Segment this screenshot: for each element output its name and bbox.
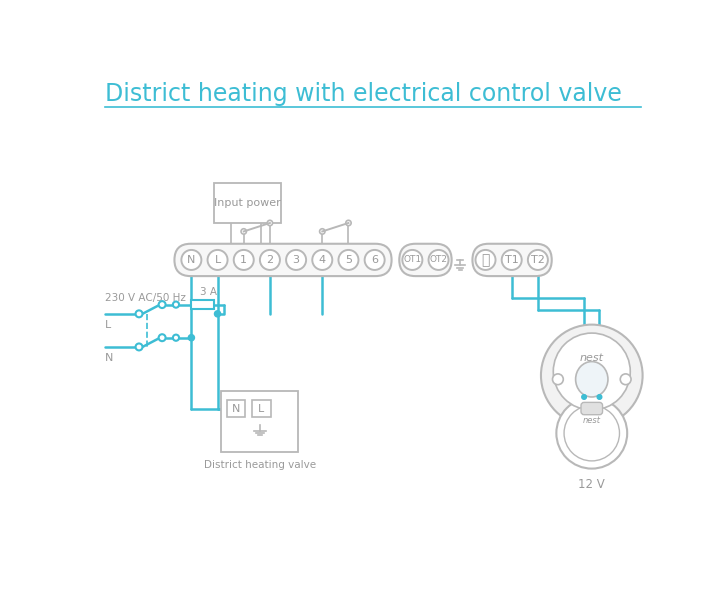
Text: 3 A: 3 A	[199, 287, 217, 298]
Circle shape	[597, 394, 602, 399]
Ellipse shape	[576, 362, 608, 397]
Text: nest: nest	[579, 353, 604, 363]
Circle shape	[189, 334, 194, 341]
Circle shape	[502, 250, 522, 270]
FancyBboxPatch shape	[221, 391, 298, 453]
Circle shape	[541, 324, 643, 426]
Text: N: N	[105, 353, 114, 363]
Circle shape	[553, 333, 630, 410]
Circle shape	[234, 250, 254, 270]
Circle shape	[159, 301, 165, 308]
Text: 1: 1	[240, 255, 248, 265]
Text: N: N	[187, 255, 196, 265]
Circle shape	[312, 250, 332, 270]
Circle shape	[339, 250, 358, 270]
Circle shape	[215, 311, 221, 317]
Text: 6: 6	[371, 255, 378, 265]
Text: 2: 2	[266, 255, 274, 265]
Text: Input power: Input power	[214, 198, 281, 208]
Circle shape	[620, 374, 631, 385]
Text: nest: nest	[583, 416, 601, 425]
Circle shape	[159, 334, 165, 341]
FancyBboxPatch shape	[399, 244, 451, 276]
Text: L: L	[105, 320, 111, 330]
Circle shape	[135, 343, 143, 350]
Text: OT1: OT1	[403, 255, 422, 264]
Text: T2: T2	[531, 255, 545, 265]
Circle shape	[320, 229, 325, 234]
Text: 3: 3	[293, 255, 300, 265]
FancyBboxPatch shape	[227, 400, 245, 417]
Text: T1: T1	[505, 255, 518, 265]
Text: District heating valve: District heating valve	[204, 460, 316, 470]
Text: 5: 5	[345, 255, 352, 265]
FancyBboxPatch shape	[214, 183, 282, 223]
Circle shape	[553, 374, 563, 385]
Circle shape	[365, 250, 384, 270]
Circle shape	[429, 250, 448, 270]
FancyBboxPatch shape	[175, 244, 392, 276]
Text: L: L	[258, 403, 264, 413]
Text: 230 V AC/50 Hz: 230 V AC/50 Hz	[105, 293, 186, 303]
Circle shape	[207, 250, 228, 270]
Circle shape	[241, 229, 247, 234]
Circle shape	[260, 250, 280, 270]
FancyBboxPatch shape	[191, 300, 215, 309]
Circle shape	[346, 220, 351, 226]
Circle shape	[582, 394, 586, 399]
Circle shape	[181, 250, 202, 270]
FancyBboxPatch shape	[581, 402, 603, 415]
Text: L: L	[215, 255, 221, 265]
Circle shape	[475, 250, 496, 270]
Text: 4: 4	[319, 255, 326, 265]
Circle shape	[556, 398, 628, 469]
Text: OT2: OT2	[430, 255, 448, 264]
Circle shape	[528, 250, 548, 270]
Text: District heating with electrical control valve: District heating with electrical control…	[105, 83, 622, 106]
Circle shape	[267, 220, 272, 226]
Text: N: N	[232, 403, 240, 413]
Circle shape	[286, 250, 306, 270]
Circle shape	[173, 334, 179, 341]
Circle shape	[564, 406, 620, 461]
Circle shape	[403, 250, 422, 270]
FancyBboxPatch shape	[472, 244, 552, 276]
Text: 12 V: 12 V	[579, 478, 605, 491]
Text: ⏚: ⏚	[481, 253, 490, 267]
FancyBboxPatch shape	[252, 400, 271, 417]
Circle shape	[135, 310, 143, 317]
Circle shape	[173, 302, 179, 308]
